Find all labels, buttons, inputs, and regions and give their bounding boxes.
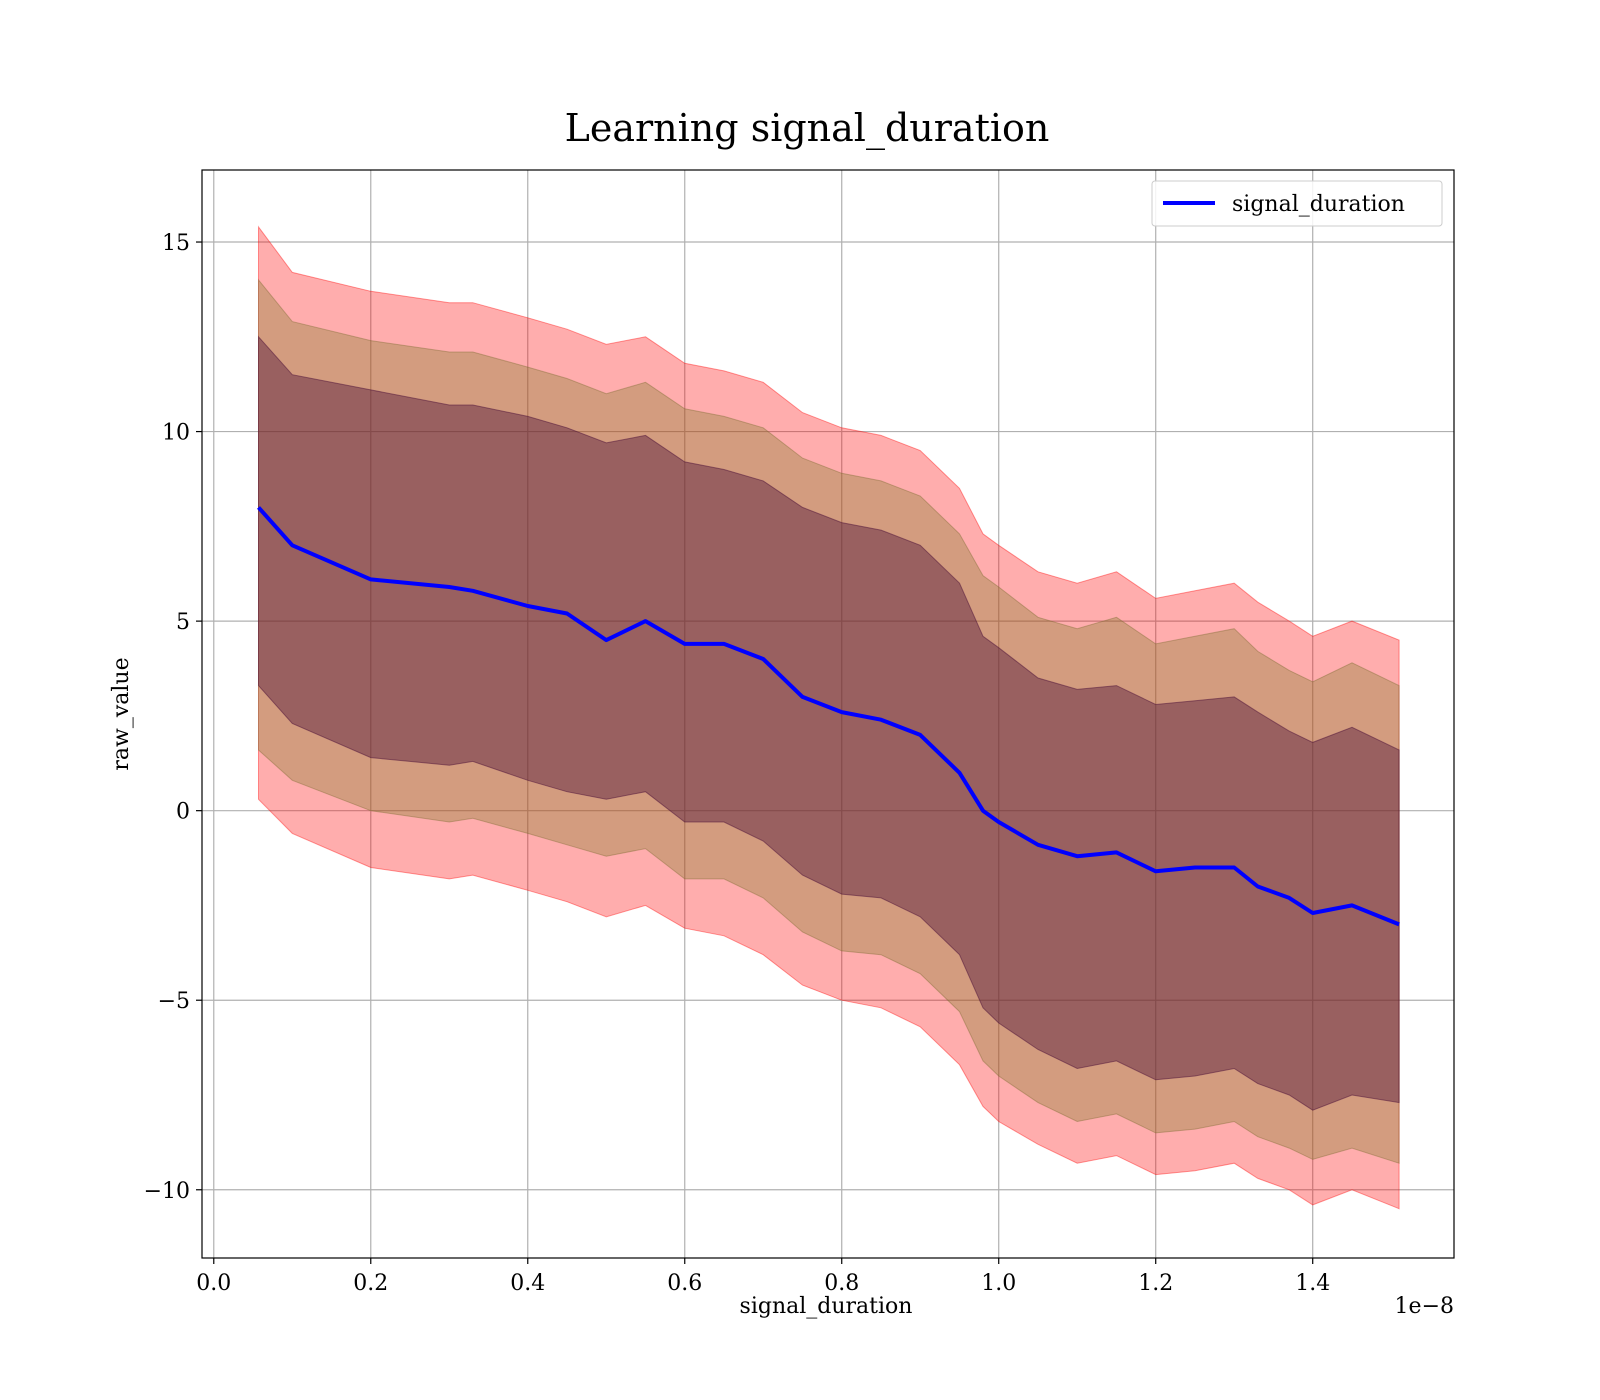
- chart-title: Learning signal_duration: [565, 106, 1050, 151]
- legend: signal_duration: [1151, 180, 1443, 227]
- x-tick-label-7: 1.4: [1295, 1271, 1330, 1296]
- y-tick-label-1: −5: [158, 989, 190, 1014]
- y-axis-ticks: −10 −5 0 5 10 15: [144, 231, 202, 1204]
- y-tick-label-4: 10: [162, 421, 190, 446]
- series-line-signal-duration: [257, 506, 1400, 927]
- x-tick-label-5: 1.0: [981, 1271, 1016, 1296]
- x-axis-label: signal_duration: [740, 1294, 913, 1319]
- band-outer: [258, 225, 1400, 1210]
- x-tick-label-0: 0.0: [196, 1271, 231, 1296]
- y-axis-label: raw_value: [109, 657, 134, 770]
- x-axis-offset-label: 1e−8: [1395, 1294, 1454, 1319]
- y-tick-label-2: 0: [176, 800, 190, 825]
- y-tick-label-3: 5: [176, 610, 190, 635]
- confidence-bands: [258, 225, 1400, 1210]
- band-middle: [258, 278, 1400, 1164]
- x-tick-label-2: 0.4: [510, 1271, 545, 1296]
- x-tick-label-6: 1.2: [1138, 1271, 1173, 1296]
- x-tick-label-3: 0.6: [667, 1271, 702, 1296]
- x-tick-label-1: 0.2: [353, 1271, 388, 1296]
- legend-label: signal_duration: [1232, 192, 1405, 217]
- x-tick-label-4: 0.8: [824, 1271, 859, 1296]
- band-inner: [258, 335, 1400, 1111]
- x-axis-ticks: 0.0 0.2 0.4 0.6 0.8 1.0 1.2 1.4: [196, 1258, 1330, 1296]
- legend-box: [1151, 180, 1443, 227]
- y-tick-label-0: −10: [144, 1179, 190, 1204]
- mean-line-layer: [257, 506, 1400, 927]
- grid-lines: [202, 170, 1454, 1258]
- y-tick-label-5: 15: [162, 231, 190, 256]
- plot-frame: [201, 169, 1455, 1259]
